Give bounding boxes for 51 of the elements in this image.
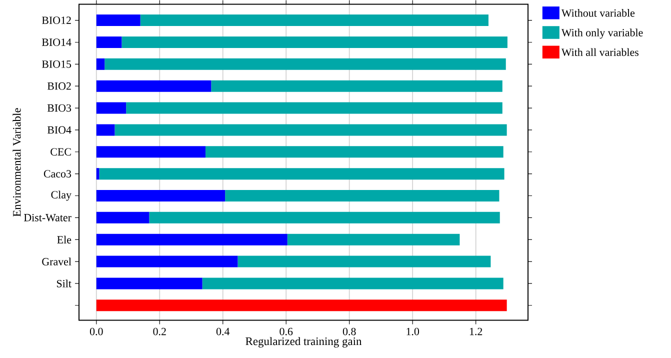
x-tick-label: 1.2 xyxy=(470,328,482,336)
bar xyxy=(122,36,508,48)
y-tick-label: Ele xyxy=(57,236,72,244)
bar xyxy=(96,146,206,158)
bar xyxy=(96,234,288,246)
x-tick-label: 0.0 xyxy=(90,328,103,336)
bar xyxy=(96,14,140,26)
x-tick-label: 1.0 xyxy=(406,328,420,336)
bar xyxy=(96,36,122,48)
y-tick-label: CEC xyxy=(50,148,71,156)
y-tick-label: BIO4 xyxy=(47,126,72,134)
y-tick-label: BIO3 xyxy=(47,104,72,112)
bar xyxy=(126,102,502,114)
bar xyxy=(99,168,504,180)
y-tick-label: Gravel xyxy=(42,258,72,266)
bar xyxy=(96,299,507,311)
y-tick-label: BIO14 xyxy=(42,38,72,46)
y-axis-title: Environmental Variable xyxy=(12,108,21,216)
bar xyxy=(96,212,150,224)
y-tick-label: BIO15 xyxy=(42,60,72,68)
x-tick-label: 0.2 xyxy=(153,328,166,336)
bar xyxy=(140,14,488,26)
y-tick-label: Silt xyxy=(56,279,72,288)
legend-label: With only variable xyxy=(561,28,643,38)
bar xyxy=(149,212,500,224)
x-axis-title: Regularized training gain xyxy=(246,336,362,348)
legend-label: Without variable xyxy=(561,8,635,17)
bar xyxy=(96,58,105,70)
x-tick-label: 0.6 xyxy=(280,328,293,336)
bar xyxy=(287,234,460,246)
y-tick-label: Clay xyxy=(51,190,72,201)
y-tick-label: Dist-Water xyxy=(24,214,72,222)
bar xyxy=(202,278,504,290)
x-tick-label: 0.4 xyxy=(216,328,230,336)
bar xyxy=(104,58,506,70)
bar xyxy=(238,256,491,268)
y-tick-label: BIO2 xyxy=(47,82,71,90)
bar xyxy=(225,190,500,202)
legend-label: With all variables xyxy=(561,48,638,56)
y-tick-label: BIO12 xyxy=(42,16,71,24)
bar xyxy=(96,102,126,114)
bar xyxy=(211,80,502,92)
bar xyxy=(205,146,504,158)
y-tick-label: Caco3 xyxy=(44,170,72,178)
bar xyxy=(96,256,238,268)
bar xyxy=(96,124,115,136)
bar xyxy=(114,124,507,136)
x-tick-label: 0.8 xyxy=(342,328,356,336)
bar xyxy=(96,278,202,290)
bar xyxy=(96,80,212,92)
bar xyxy=(96,190,226,202)
